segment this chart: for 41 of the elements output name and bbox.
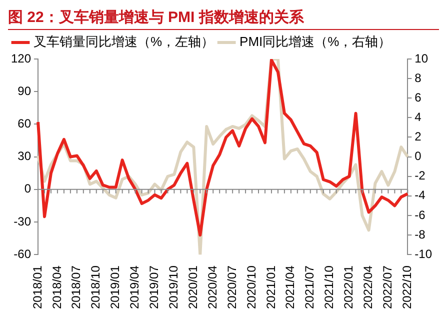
y2-tick-label: 6 [414,90,422,104]
x-tick-label: 2020/01 [186,265,200,310]
y-tick-label: -30 [14,214,32,228]
x-tick-label: 2019/07 [147,265,162,310]
x-tick-label: 2018/07 [69,265,84,310]
x-tick-label: 2020/07 [224,265,239,310]
x-tick-label: 2021/01 [264,265,278,310]
y2-tick-label: -8 [414,227,426,242]
x-tick-label: 2021/07 [302,265,317,310]
y2-tick-label: -6 [414,208,426,222]
y2-tick-label: 10 [414,51,428,66]
y-tick-label: 120 [10,51,32,66]
y2-tick-label: -2 [414,168,426,183]
x-tick-label: 2018/10 [88,265,103,310]
y2-tick-label: 2 [414,130,422,144]
x-tick-label: 2019/04 [128,265,142,310]
y2-tick-label: -10 [414,246,432,261]
x-tick-label: 2020/04 [205,265,220,310]
x-tick-label: 2021/04 [283,265,298,310]
legend-label: 叉车销量同比增速（%，左轴） [34,34,214,50]
x-tick-label: 2022/10 [400,265,414,310]
y2-tick-label: 8 [414,70,422,85]
y2-tick-label: 0 [414,149,422,164]
x-tick-label: 2018/01 [30,265,44,310]
y2-tick-label: -4 [414,188,426,202]
y-tick-label: 30 [18,149,32,164]
x-tick-label: 2022/07 [380,265,395,310]
y-tick-label: 60 [18,116,32,131]
y-tick-label: -60 [14,246,32,261]
x-tick-label: 2019/01 [108,265,122,310]
x-tick-label: 2022/01 [342,265,356,310]
x-tick-label: 2019/10 [166,265,181,310]
chart-title: 图 22：叉车销量增速与 PMI 指数增速的关系 [8,8,439,30]
y-tick-label: 90 [18,84,32,98]
y2-tick-label: 4 [414,110,422,124]
x-tick-label: 2020/10 [244,265,258,310]
y-tick-label: 0 [24,182,32,196]
legend-label: PMI同比增速（%，右轴） [240,34,392,50]
x-tick-label: 2021/10 [322,265,336,310]
x-tick-label: 2022/04 [361,265,376,310]
x-tick-label: 2018/04 [50,265,64,310]
